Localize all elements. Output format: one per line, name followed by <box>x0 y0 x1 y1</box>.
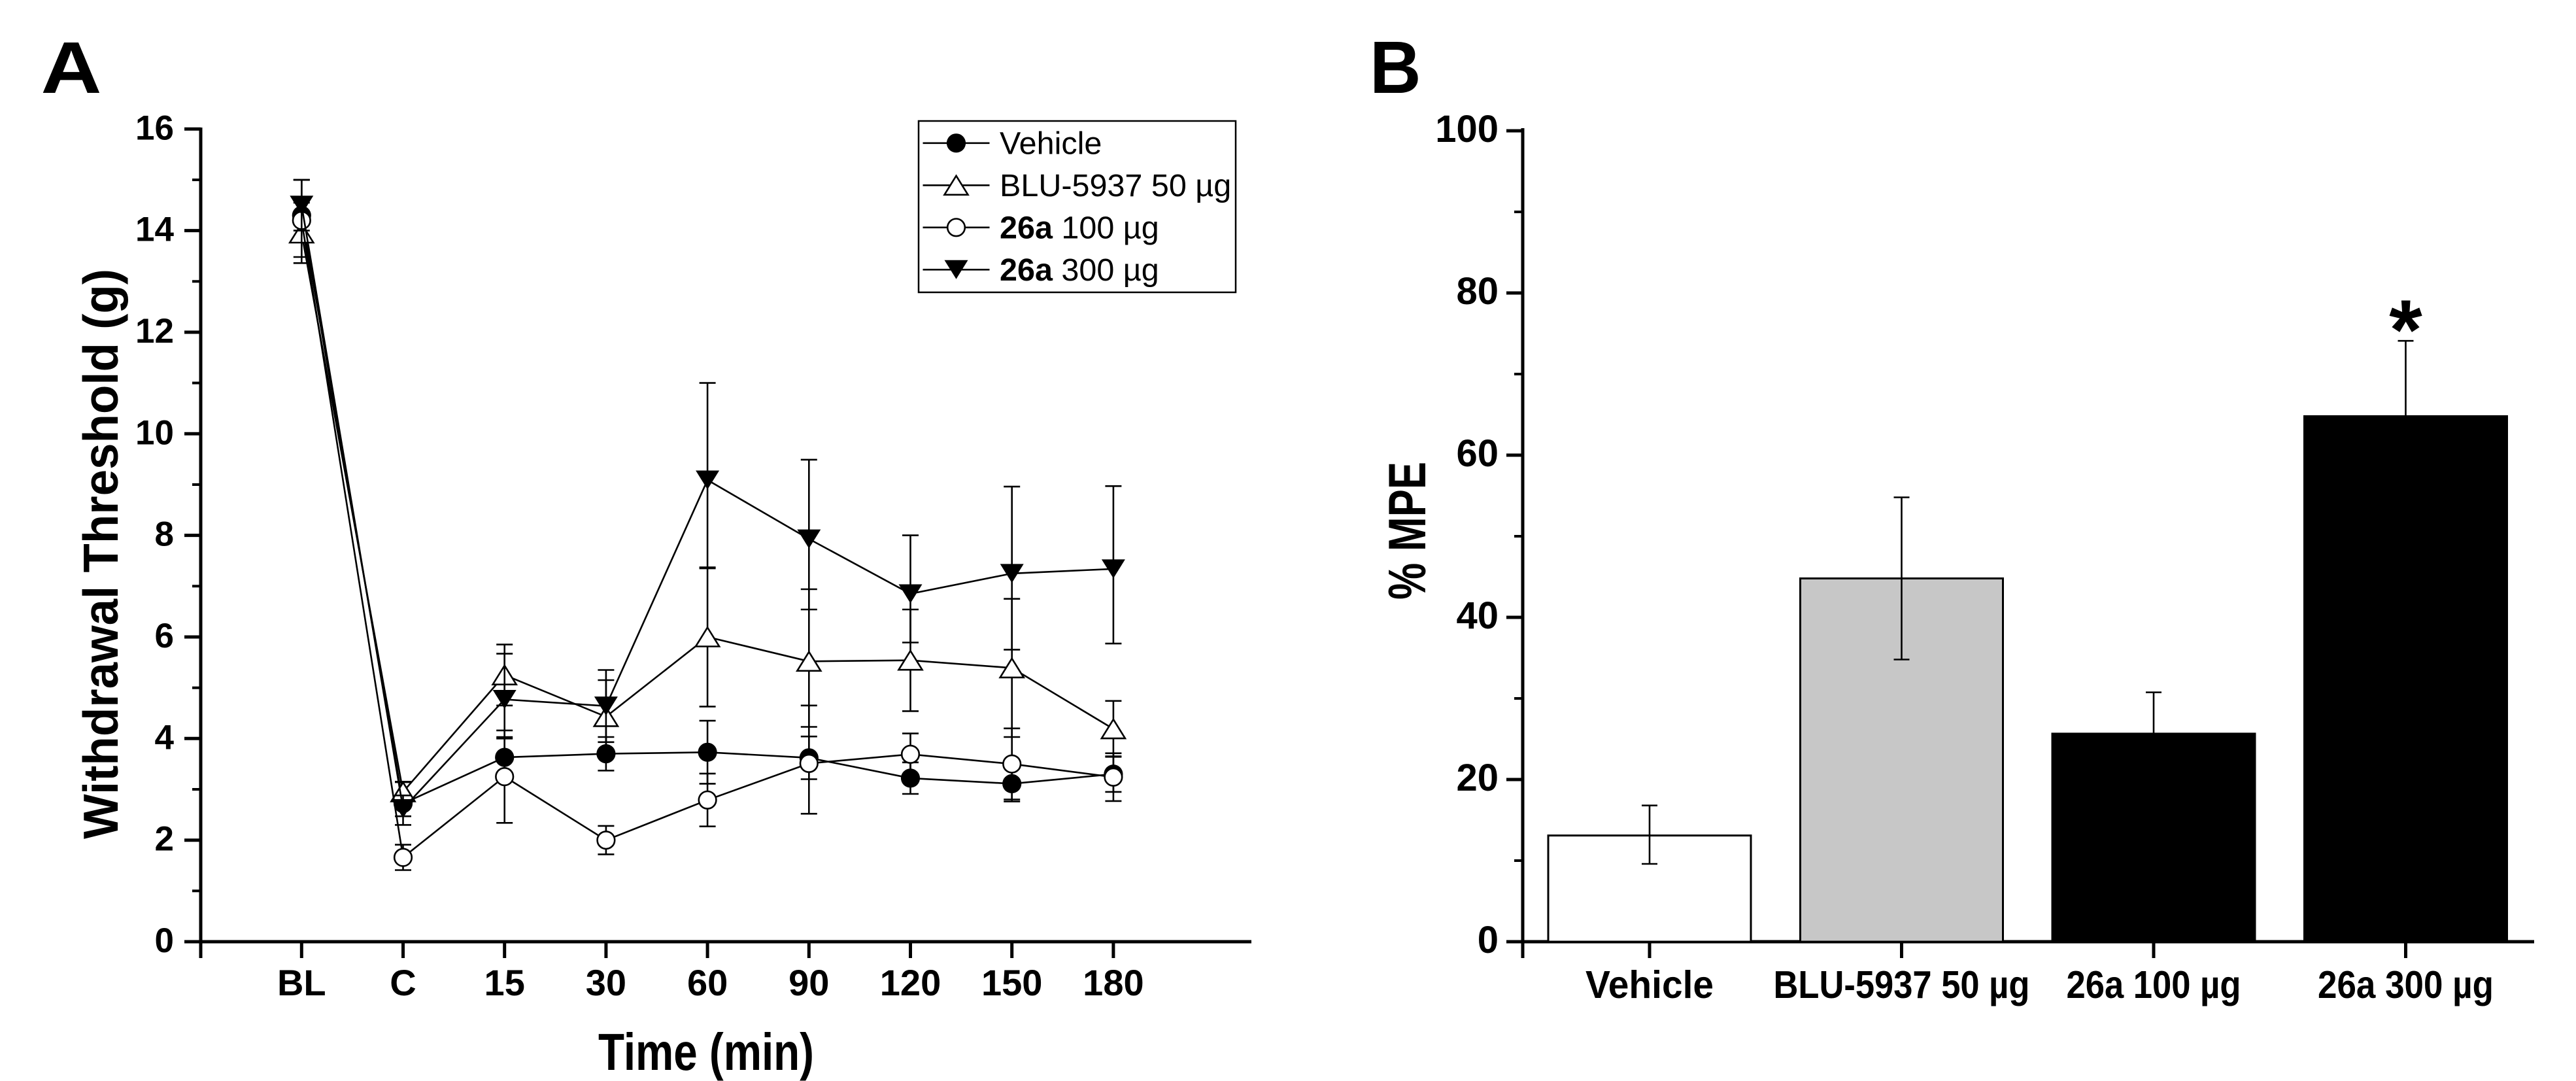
svg-text:120: 120 <box>880 962 941 1003</box>
svg-text:Withdrawal Threshold (g): Withdrawal Threshold (g) <box>73 269 128 839</box>
svg-text:60: 60 <box>687 962 728 1003</box>
svg-text:100: 100 <box>1435 108 1499 150</box>
svg-text:90: 90 <box>788 962 829 1003</box>
svg-text:*: * <box>2389 282 2422 377</box>
svg-text:60: 60 <box>1456 432 1499 475</box>
svg-text:10: 10 <box>135 413 174 452</box>
svg-text:14: 14 <box>135 211 174 249</box>
svg-text:16: 16 <box>135 109 174 147</box>
svg-text:BLU-5937 50 µg: BLU-5937 50 µg <box>1000 168 1231 203</box>
svg-text:40: 40 <box>1456 594 1499 637</box>
svg-text:A: A <box>41 27 102 109</box>
svg-text:BLU-5937 50 µg: BLU-5937 50 µg <box>1774 963 2030 1006</box>
svg-text:Vehicle: Vehicle <box>1585 963 1714 1006</box>
svg-text:BL: BL <box>277 962 326 1003</box>
svg-text:Time (min): Time (min) <box>598 1023 814 1081</box>
svg-text:150: 150 <box>981 962 1042 1003</box>
svg-text:180: 180 <box>1083 962 1144 1003</box>
svg-text:6: 6 <box>155 617 174 655</box>
svg-text:% MPE: % MPE <box>1378 462 1437 600</box>
svg-text:26a 100 µg: 26a 100 µg <box>2067 963 2241 1006</box>
svg-text:26a 300 µg: 26a 300 µg <box>1000 252 1159 288</box>
svg-text:15: 15 <box>484 962 525 1003</box>
svg-text:12: 12 <box>135 312 174 351</box>
svg-text:20: 20 <box>1456 757 1499 799</box>
svg-text:0: 0 <box>1478 919 1499 961</box>
svg-text:26a 300 µg: 26a 300 µg <box>2318 963 2494 1006</box>
svg-text:2: 2 <box>155 820 174 859</box>
svg-text:4: 4 <box>155 718 175 757</box>
svg-text:0: 0 <box>155 921 174 960</box>
svg-text:B: B <box>1370 26 1421 109</box>
svg-text:26a 100 µg: 26a 100 µg <box>1000 211 1159 246</box>
svg-text:C: C <box>390 962 416 1003</box>
svg-text:80: 80 <box>1456 270 1499 313</box>
svg-text:30: 30 <box>586 962 626 1003</box>
svg-text:Vehicle: Vehicle <box>1000 126 1102 162</box>
svg-text:8: 8 <box>155 515 174 554</box>
